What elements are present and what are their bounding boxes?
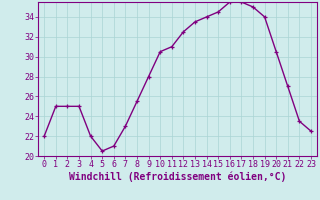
X-axis label: Windchill (Refroidissement éolien,°C): Windchill (Refroidissement éolien,°C) [69,172,286,182]
